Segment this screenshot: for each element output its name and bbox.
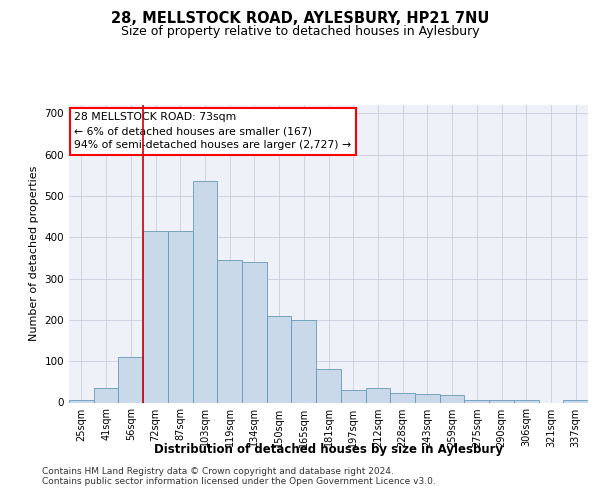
Bar xyxy=(464,400,489,402)
Bar xyxy=(267,316,292,402)
Bar xyxy=(292,320,316,402)
Bar xyxy=(563,400,588,402)
Text: Contains public sector information licensed under the Open Government Licence v3: Contains public sector information licen… xyxy=(42,477,436,486)
Bar xyxy=(118,357,143,403)
Text: 28 MELLSTOCK ROAD: 73sqm
← 6% of detached houses are smaller (167)
94% of semi-d: 28 MELLSTOCK ROAD: 73sqm ← 6% of detache… xyxy=(74,112,352,150)
Bar xyxy=(94,388,118,402)
Bar xyxy=(168,231,193,402)
Bar xyxy=(440,395,464,402)
Bar xyxy=(217,260,242,402)
Bar xyxy=(316,370,341,402)
Bar xyxy=(69,400,94,402)
Bar xyxy=(193,182,217,402)
Bar xyxy=(489,400,514,402)
Bar xyxy=(390,394,415,402)
Text: Distribution of detached houses by size in Aylesbury: Distribution of detached houses by size … xyxy=(154,442,503,456)
Bar xyxy=(514,400,539,402)
Bar xyxy=(365,388,390,402)
Bar xyxy=(143,231,168,402)
Bar xyxy=(242,262,267,402)
Text: Contains HM Land Registry data © Crown copyright and database right 2024.: Contains HM Land Registry data © Crown c… xyxy=(42,467,394,476)
Bar xyxy=(341,390,365,402)
Text: 28, MELLSTOCK ROAD, AYLESBURY, HP21 7NU: 28, MELLSTOCK ROAD, AYLESBURY, HP21 7NU xyxy=(111,11,489,26)
Text: Size of property relative to detached houses in Aylesbury: Size of property relative to detached ho… xyxy=(121,25,479,38)
Y-axis label: Number of detached properties: Number of detached properties xyxy=(29,166,39,342)
Bar xyxy=(415,394,440,402)
